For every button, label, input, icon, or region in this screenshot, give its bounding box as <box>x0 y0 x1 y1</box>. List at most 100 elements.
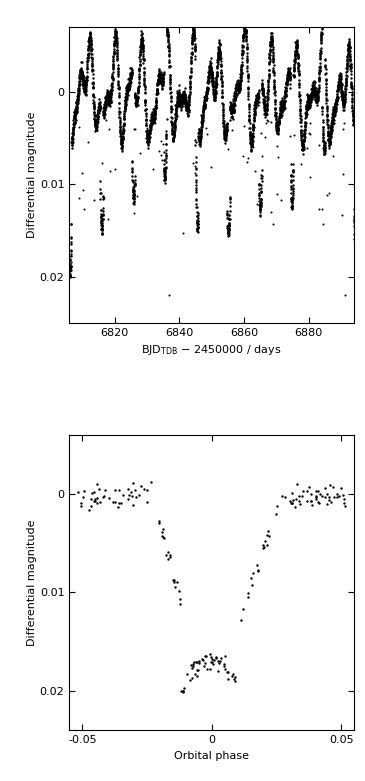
Point <box>341 123 346 135</box>
Point <box>207 59 212 72</box>
Point <box>192 167 198 180</box>
Point <box>300 138 306 151</box>
Point <box>72 111 78 123</box>
Point <box>193 186 199 198</box>
Point <box>125 81 131 94</box>
Point <box>88 44 94 56</box>
Point <box>268 35 273 48</box>
Point <box>287 70 293 83</box>
Point <box>125 78 131 91</box>
Point <box>310 82 316 95</box>
Point <box>215 47 221 59</box>
Point <box>302 119 308 132</box>
Point <box>278 110 284 123</box>
Point <box>231 103 237 116</box>
Point <box>183 94 189 106</box>
Point <box>89 57 95 70</box>
Point <box>198 130 204 142</box>
Point <box>104 95 110 107</box>
Point <box>353 238 358 251</box>
Point <box>224 209 230 222</box>
Point <box>73 103 79 116</box>
Point <box>254 558 260 571</box>
Point <box>79 67 85 80</box>
Point <box>193 175 199 187</box>
Point <box>84 70 90 83</box>
Point <box>94 113 100 126</box>
Point <box>95 105 101 118</box>
Point <box>176 95 182 107</box>
Point <box>113 29 119 41</box>
Point <box>227 209 233 221</box>
Point <box>86 41 92 53</box>
Point <box>130 183 136 195</box>
Point <box>186 91 192 103</box>
Point <box>230 102 235 115</box>
Point <box>279 98 285 110</box>
Point <box>208 60 214 73</box>
Point <box>204 84 210 97</box>
Point <box>239 47 245 59</box>
Point <box>320 121 326 134</box>
Point <box>148 119 154 131</box>
Point <box>158 75 164 87</box>
Point <box>215 56 220 69</box>
Point <box>292 53 297 66</box>
Point <box>152 116 158 129</box>
Point <box>266 52 272 65</box>
Point <box>288 193 294 205</box>
Point <box>311 76 316 88</box>
Point <box>314 92 320 105</box>
Point <box>154 86 160 98</box>
Point <box>169 115 174 127</box>
Point <box>299 143 305 155</box>
Point <box>233 83 239 95</box>
Point <box>190 23 196 35</box>
Point <box>332 105 338 118</box>
Point <box>150 111 156 123</box>
Point <box>325 129 331 141</box>
Point <box>275 119 281 132</box>
Point <box>304 101 310 113</box>
Point <box>326 129 331 141</box>
Point <box>347 41 353 54</box>
Point <box>228 99 234 112</box>
Point <box>129 66 135 79</box>
Point <box>105 87 111 100</box>
Point <box>138 39 143 52</box>
Point <box>275 124 281 137</box>
Point <box>163 129 169 141</box>
Point <box>273 107 278 119</box>
Point <box>149 109 155 121</box>
Point <box>241 20 247 32</box>
Point <box>97 496 103 508</box>
Point <box>90 68 96 80</box>
Point <box>316 71 322 84</box>
Point <box>320 217 326 230</box>
Point <box>275 125 281 137</box>
Point <box>174 97 180 109</box>
Point <box>268 27 274 40</box>
Point <box>157 77 162 90</box>
Point <box>188 51 194 63</box>
Point <box>258 200 264 212</box>
Point <box>276 109 282 122</box>
Point <box>263 98 269 111</box>
Point <box>247 137 253 149</box>
Point <box>149 118 155 130</box>
Point <box>100 209 105 221</box>
Point <box>313 82 319 95</box>
Point <box>353 209 359 222</box>
Point <box>96 102 102 114</box>
Point <box>313 92 319 105</box>
Point <box>304 98 310 110</box>
Point <box>306 480 312 493</box>
Point <box>342 82 348 95</box>
Point <box>335 80 341 93</box>
Point <box>299 137 305 149</box>
Point <box>273 106 278 119</box>
Point <box>203 89 209 102</box>
Point <box>291 163 296 176</box>
Point <box>172 119 177 131</box>
Point <box>96 101 102 113</box>
